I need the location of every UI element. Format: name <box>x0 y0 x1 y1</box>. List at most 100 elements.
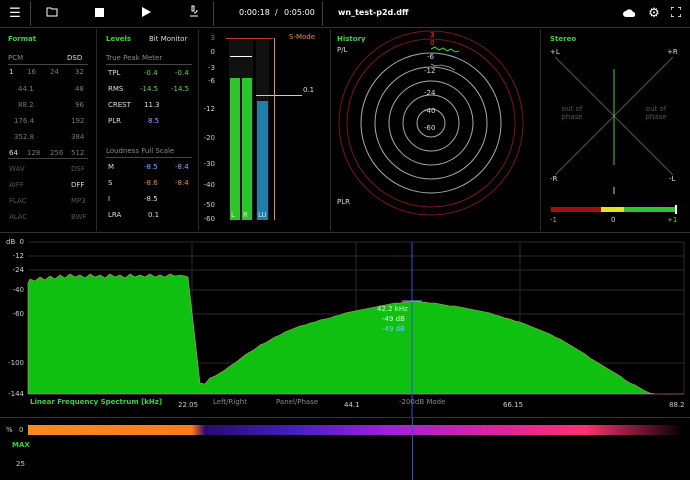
cursor-line <box>412 418 413 480</box>
tab-200db-mode[interactable]: -200dB Mode <box>399 398 446 406</box>
rate-384: 384 <box>71 133 85 141</box>
tpl-l: -0.4 <box>144 69 158 77</box>
meter-red-line <box>226 38 273 39</box>
tpl-r: -0.4 <box>175 69 189 77</box>
meter-lu-bar <box>257 101 268 220</box>
stop-icon[interactable] <box>90 5 108 23</box>
rate-176: 176.4 <box>14 117 35 125</box>
rms-l: -14.5 <box>140 85 159 93</box>
dsd-64: 64 <box>9 149 18 157</box>
stereo-vectorscope <box>554 56 674 194</box>
heat-bar <box>28 425 684 435</box>
toolbar-separator <box>30 2 31 26</box>
rate-192: 192 <box>71 117 85 125</box>
history-panel: History P/L PLR 3 0 -6 -12 -24 -40 -60 <box>330 29 540 231</box>
loud-m-label: M <box>108 163 115 171</box>
smode-label[interactable]: S-Mode <box>289 33 316 41</box>
cursor-freq: 42.2 kHz <box>377 305 408 313</box>
loud-lra-label: LRA <box>108 211 122 219</box>
dsd-label: DSD <box>67 54 83 62</box>
tab-left-right[interactable]: Left/Right <box>213 398 247 406</box>
rate-352: 352.8 <box>14 133 35 141</box>
loud-i-label: I <box>108 195 111 203</box>
menu-icon[interactable]: ☰ <box>9 6 21 21</box>
bit-monitor-tab[interactable]: Bit Monitor <box>149 35 188 43</box>
toolbar-separator <box>213 2 214 26</box>
toolbar-separator <box>322 2 323 26</box>
spec-x-88: 88.2 <box>669 401 685 409</box>
tab-panel-phase[interactable]: Panel/Phase <box>276 398 319 406</box>
meter-peak-marker <box>230 56 252 57</box>
rms-r: -14.5 <box>171 85 190 93</box>
meter-scale-m3: -3 <box>208 64 215 72</box>
cloud-icon[interactable] <box>620 5 638 23</box>
bottom-max-label: MAX <box>12 441 30 449</box>
meter-l-bar <box>230 78 240 220</box>
meter-scale-m30: -30 <box>203 160 215 168</box>
folder-icon[interactable] <box>43 5 61 23</box>
meter-lu-value: 0.1 <box>303 86 315 94</box>
spec-y-0: 0 <box>19 238 24 246</box>
stereo-out-of-phase-left: out of phase <box>561 105 583 121</box>
corr-scale-0: 0 <box>611 216 616 224</box>
stereo-panel: Stereo +L +R -R -L out of phase out of p… <box>540 29 690 231</box>
fmt-aiff: AIFF <box>9 181 24 189</box>
fmt-bwf: BWF <box>71 213 87 221</box>
fmt-wav: WAV <box>9 165 25 173</box>
fmt-dff: DFF <box>71 181 85 189</box>
correlation-bar <box>551 205 677 214</box>
loud-i-value: -8.5 <box>144 195 158 203</box>
rate-88: 88.2 <box>18 101 34 109</box>
spec-x-66: 66.15 <box>503 401 524 409</box>
history-ring-m6: -6 <box>427 53 434 61</box>
corr-scale-minus1: -1 <box>550 216 557 224</box>
fmt-mp3: MP3 <box>71 197 86 205</box>
meter-lu-marker <box>256 95 302 96</box>
tpl-label: TPL <box>108 69 121 77</box>
cursor-db-1: -49 dB <box>382 315 405 323</box>
loud-lra-value: 0.1 <box>148 211 160 219</box>
spectrum-panel: dB 0 -12 -24 -40 -60 -100 -144 42.2 kHz … <box>0 232 690 418</box>
crest-label: CREST <box>108 101 131 109</box>
bit-32: 32 <box>75 68 84 76</box>
format-title: Format <box>8 35 37 43</box>
bit-16: 16 <box>27 68 36 76</box>
rate-96: 96 <box>75 101 84 109</box>
spectrum-title: Linear Frequency Spectrum [kHz] <box>30 398 163 406</box>
dsd-128: 128 <box>27 149 41 157</box>
gear-icon[interactable]: ⚙ <box>648 6 660 21</box>
meter-l-label: L <box>231 211 235 219</box>
fmt-flac: FLAC <box>9 197 27 205</box>
spec-y-m144: -144 <box>8 390 24 398</box>
stereo-out-of-phase-right: out of phase <box>645 105 667 121</box>
fullscreen-icon[interactable] <box>667 5 685 23</box>
spec-y-m60: -60 <box>12 310 24 318</box>
history-title: History <box>337 35 366 43</box>
meter-r-bar <box>242 78 252 220</box>
microscope-icon[interactable] <box>184 5 202 23</box>
spec-x-44: 44.1 <box>344 401 360 409</box>
spectrum-db-label: dB <box>6 238 16 246</box>
history-plr-label: PLR <box>337 198 350 206</box>
dsd-256: 256 <box>50 149 64 157</box>
time-total: 0:05:00 <box>284 8 315 17</box>
bottom-strip: % 0 MAX 25 <box>0 417 690 480</box>
loud-m-a: -8.5 <box>144 163 158 171</box>
meter-r-label: R <box>243 211 248 219</box>
history-pl-label: P/L <box>337 46 348 54</box>
play-icon[interactable] <box>137 5 155 23</box>
pcm-label: PCM <box>8 54 24 62</box>
filename: wn_test-p2d.dff <box>338 8 409 17</box>
meter-lu-label: LU <box>258 211 267 219</box>
levels-panel: Levels Bit Monitor True Peak Meter TPL -… <box>96 29 198 231</box>
fmt-alac: ALAC <box>9 213 28 221</box>
plr-label: PLR <box>108 117 121 125</box>
meter-panel: 3 0 -3 -6 -12 -20 -30 -40 -50 -60 0.1 S-… <box>198 29 330 231</box>
history-radar <box>338 30 524 216</box>
loud-s-label: S <box>108 179 113 187</box>
meter-scale-m40: -40 <box>203 181 215 189</box>
time-separator: / <box>275 8 278 17</box>
history-ring-m12: -12 <box>424 67 436 75</box>
rate-48: 48 <box>75 85 84 93</box>
spec-y-m40: -40 <box>12 286 24 294</box>
